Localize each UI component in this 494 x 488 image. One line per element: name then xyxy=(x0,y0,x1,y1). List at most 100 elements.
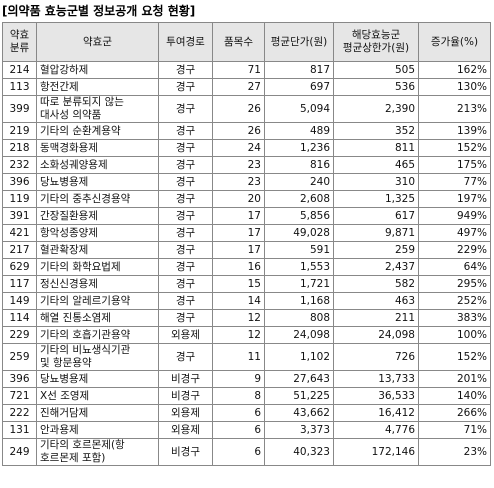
table-cell: 경구 xyxy=(158,61,213,79)
table-cell: 기타의 중추신경용약 xyxy=(36,190,159,208)
table-cell: 295% xyxy=(418,275,491,293)
table-cell: 2,437 xyxy=(333,258,419,276)
table-cell: 당뇨병용제 xyxy=(36,370,159,388)
table-cell: 213% xyxy=(418,95,491,123)
table-cell: 1,236 xyxy=(264,139,334,157)
table-cell: 경구 xyxy=(158,224,213,242)
table-cell: 6 xyxy=(212,438,265,466)
table-cell: 489 xyxy=(264,122,334,140)
table-cell: 24,098 xyxy=(264,326,334,344)
table-cell: 582 xyxy=(333,275,419,293)
table-cell: 2,390 xyxy=(333,95,419,123)
table-cell: 기타의 비뇨생식기관 및 항문용약 xyxy=(36,343,159,371)
table-cell: 697 xyxy=(264,78,334,96)
table-row: 222 진해거담제 외용제 6 43,662 16,412 266% xyxy=(2,404,491,422)
table-cell: 217 xyxy=(2,241,37,259)
table-cell: 131 xyxy=(2,421,37,439)
table-cell: 100% xyxy=(418,326,491,344)
table-cell: 4,776 xyxy=(333,421,419,439)
table-cell: 26 xyxy=(212,95,265,123)
table-row: 119 기타의 중추신경용약 경구 20 2,608 1,325 197% xyxy=(2,190,491,208)
table-cell: 27,643 xyxy=(264,370,334,388)
table-cell: 정신신경용제 xyxy=(36,275,159,293)
table-cell: 기타의 화학요법제 xyxy=(36,258,159,276)
table-cell: 경구 xyxy=(158,207,213,225)
table-cell: 2,608 xyxy=(264,190,334,208)
table-cell: 1,553 xyxy=(264,258,334,276)
table-cell: 726 xyxy=(333,343,419,371)
table-cell: 71% xyxy=(418,421,491,439)
table-cell: 352 xyxy=(333,122,419,140)
table-cell: 11 xyxy=(212,343,265,371)
table-cell: 경구 xyxy=(158,156,213,174)
table-cell: 817 xyxy=(264,61,334,79)
table-row: 399 따로 분류되지 않는 대사성 의약품 경구 26 5,094 2,390 213% xyxy=(2,95,491,123)
table-cell: 240 xyxy=(264,173,334,191)
table-cell: 114 xyxy=(2,309,37,327)
table-cell: 49,028 xyxy=(264,224,334,242)
table-row: 219 기타의 순환계용약 경구 26 489 352 139% xyxy=(2,122,491,140)
table-cell: 64% xyxy=(418,258,491,276)
table-row: 117 정신신경용제 경구 15 1,721 582 295% xyxy=(2,275,491,293)
table-cell: 6 xyxy=(212,421,265,439)
table-cell: 77% xyxy=(418,173,491,191)
table-cell: X선 조영제 xyxy=(36,387,159,405)
table-cell: 396 xyxy=(2,173,37,191)
table-cell: 해열 진통소염제 xyxy=(36,309,159,327)
table-cell: 12 xyxy=(212,326,265,344)
table-cell: 외용제 xyxy=(158,326,213,344)
table-cell: 175% xyxy=(418,156,491,174)
table-cell: 8 xyxy=(212,387,265,405)
table-cell: 23 xyxy=(212,173,265,191)
table-cell: 15 xyxy=(212,275,265,293)
table-cell: 399 xyxy=(2,95,37,123)
table-cell: 1,721 xyxy=(264,275,334,293)
table-cell: 497% xyxy=(418,224,491,242)
table-cell: 23% xyxy=(418,438,491,466)
table-cell: 536 xyxy=(333,78,419,96)
table-row: 131 안과용제 외용제 6 3,373 4,776 71% xyxy=(2,421,491,439)
table-cell: 경구 xyxy=(158,292,213,310)
table-cell: 당뇨병용제 xyxy=(36,173,159,191)
table-cell: 391 xyxy=(2,207,37,225)
table-cell: 229 xyxy=(2,326,37,344)
table-body: 214 혈압강하제 경구 71 817 505 162% 113 항전간제 경구 27 697 536 1… xyxy=(2,61,491,466)
table-cell: 경구 xyxy=(158,258,213,276)
table-cell: 16 xyxy=(212,258,265,276)
table-cell: 811 xyxy=(333,139,419,157)
column-header: 평균단가(원) xyxy=(264,22,334,62)
table-cell: 항악성종양제 xyxy=(36,224,159,242)
table-cell: 9 xyxy=(212,370,265,388)
table-cell: 808 xyxy=(264,309,334,327)
table-cell: 따로 분류되지 않는 대사성 의약품 xyxy=(36,95,159,123)
table-cell: 외용제 xyxy=(158,421,213,439)
table-cell: 222 xyxy=(2,404,37,422)
header-row: 약효 분류 약효군 투여경로 품목수 평균단가(원) 해당효능군 평균상한가(원) 증가율(… xyxy=(2,22,491,62)
table-cell: 기타의 알레르기용약 xyxy=(36,292,159,310)
table-cell: 421 xyxy=(2,224,37,242)
table-cell: 17 xyxy=(212,224,265,242)
table-cell: 149 xyxy=(2,292,37,310)
table-row: 232 소화성궤양용제 경구 23 816 465 175% xyxy=(2,156,491,174)
table-cell: 24,098 xyxy=(333,326,419,344)
table-cell: 949% xyxy=(418,207,491,225)
table-row: 259 기타의 비뇨생식기관 및 항문용약 경구 11 1,102 726 152% xyxy=(2,343,491,371)
table-cell: 진해거담제 xyxy=(36,404,159,422)
table-cell: 항전간제 xyxy=(36,78,159,96)
table-cell: 40,323 xyxy=(264,438,334,466)
table-cell: 5,856 xyxy=(264,207,334,225)
table-cell: 외용제 xyxy=(158,404,213,422)
table-cell: 816 xyxy=(264,156,334,174)
table-cell: 119 xyxy=(2,190,37,208)
table-cell: 16,412 xyxy=(333,404,419,422)
table-cell: 130% xyxy=(418,78,491,96)
table-cell: 505 xyxy=(333,61,419,79)
column-header: 약효군 xyxy=(36,22,159,62)
table-cell: 219 xyxy=(2,122,37,140)
table-cell: 465 xyxy=(333,156,419,174)
table-cell: 12 xyxy=(212,309,265,327)
table-cell: 383% xyxy=(418,309,491,327)
table-cell: 172,146 xyxy=(333,438,419,466)
table-cell: 14 xyxy=(212,292,265,310)
